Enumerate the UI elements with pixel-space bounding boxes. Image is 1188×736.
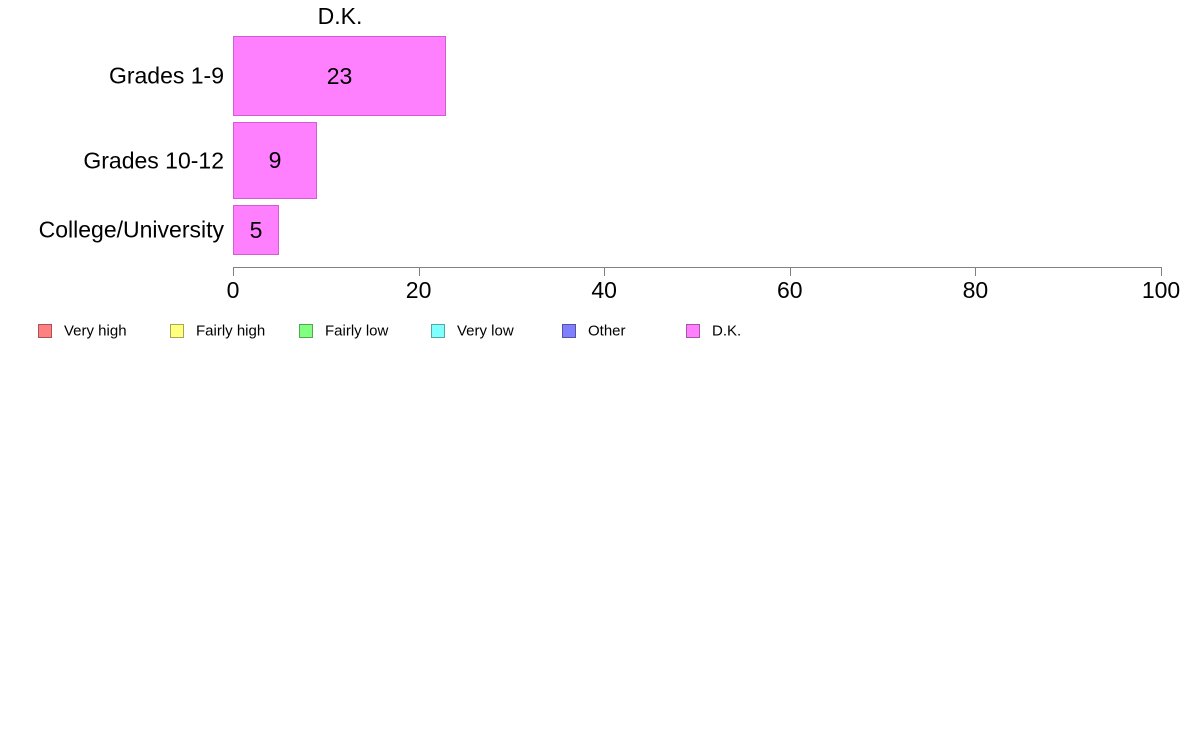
bar-value-label: 5 (249, 216, 263, 243)
bar-college-university: 5 (233, 205, 279, 255)
bar-grades-10-12: 9 (233, 122, 317, 199)
legend-label: Very high (64, 322, 127, 340)
x-axis-tick (604, 267, 606, 276)
bar-value-label: 9 (268, 147, 282, 173)
x-axis-tick (1161, 267, 1162, 276)
legend-swatch-fairly-low (299, 324, 313, 338)
x-axis-tick-label: 60 (777, 277, 803, 303)
x-axis-line (233, 267, 1161, 268)
x-axis-tick (789, 267, 791, 276)
legend-swatch-fairly-high (170, 324, 184, 338)
bar-value-label: 23 (326, 62, 353, 89)
legend-label: Fairly high (196, 322, 266, 340)
x-axis-tick-label: 80 (962, 277, 989, 303)
legend-label: Fairly low (325, 322, 389, 340)
x-axis-tick-label: 0 (226, 277, 240, 303)
bar-grades-1-9: 23 (233, 36, 446, 116)
legend-swatch-d-k (686, 324, 700, 338)
category-label-college-university: College/University (38, 216, 224, 243)
chart-title: D.K. (317, 3, 363, 29)
x-axis-tick-label: 40 (591, 277, 617, 303)
legend-label: D.K. (712, 322, 742, 340)
x-axis-tick (418, 267, 420, 276)
x-axis-tick (233, 267, 234, 276)
legend-label: Very low (457, 322, 514, 340)
x-axis-tick-label: 20 (405, 277, 432, 303)
legend-label: Other (588, 322, 626, 340)
legend-swatch-very-high (38, 324, 52, 338)
category-label-grades-1-9: Grades 1-9 (108, 62, 224, 89)
x-axis-tick (975, 267, 977, 276)
legend-swatch-other (562, 324, 576, 338)
legend-swatch-very-low (431, 324, 445, 338)
category-label-grades-10-12: Grades 10-12 (83, 147, 224, 173)
x-axis-tick-label: 100 (1141, 277, 1181, 303)
